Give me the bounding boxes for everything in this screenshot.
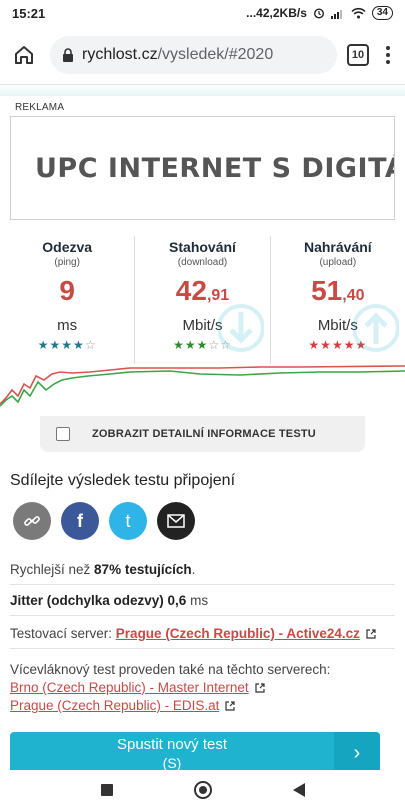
signal-icon bbox=[331, 8, 345, 19]
result-title: Stahování bbox=[135, 239, 269, 255]
speed-results: Odezva (ping) 9 ms ★★★★☆ Stahování (down… bbox=[0, 236, 405, 364]
upload-arrow-icon bbox=[353, 298, 399, 358]
star-filled-icon: ★ bbox=[320, 338, 332, 352]
url-text: rychlost.cz/vysledek/#2020 bbox=[82, 46, 273, 64]
download-arrow-icon bbox=[218, 298, 264, 358]
result-title: Odezva bbox=[0, 239, 134, 255]
server-link-prague[interactable]: Prague (Czech Republic) - EDIS.at bbox=[10, 698, 219, 713]
alarm-icon bbox=[313, 7, 325, 19]
result-subtitle: (download) bbox=[135, 257, 269, 268]
star-filled-icon: ★ bbox=[38, 338, 50, 352]
result-subtitle: (upload) bbox=[271, 257, 405, 268]
email-share-button[interactable] bbox=[157, 502, 195, 540]
page-top-strip bbox=[0, 84, 405, 96]
jitter-label: Jitter (odchylka odezvy) bbox=[10, 593, 164, 608]
facebook-share-button[interactable]: f bbox=[61, 502, 99, 540]
faster-than-text: Rychlejší než 87% testujících. bbox=[10, 562, 395, 577]
start-new-test-button[interactable]: Spustit nový test (S) › bbox=[10, 732, 380, 774]
start-button-label: Spustit nový test bbox=[117, 736, 227, 753]
ad-text: UPC INTERNET S DIGITÁLNÍ bbox=[35, 153, 395, 184]
external-link-icon bbox=[255, 683, 265, 693]
test-server-text: Testovací server: Prague (Czech Republic… bbox=[10, 626, 395, 641]
twitter-share-button[interactable]: t bbox=[109, 502, 147, 540]
facebook-icon: f bbox=[77, 511, 83, 532]
net-speed: ...42,2KB/s bbox=[246, 6, 307, 20]
home-button[interactable] bbox=[8, 39, 40, 71]
result-unit: ms bbox=[0, 317, 134, 334]
url-domain: rychlost.cz bbox=[82, 46, 158, 63]
status-time: 15:21 bbox=[12, 6, 45, 21]
external-link-icon bbox=[225, 701, 235, 711]
link-icon bbox=[23, 512, 41, 530]
share-link-button[interactable] bbox=[13, 502, 51, 540]
detail-checkbox[interactable] bbox=[56, 427, 70, 441]
result-upload: Nahrávání (upload) 51,40 Mbit/s ★★★★★ bbox=[270, 236, 405, 364]
star-filled-icon: ★ bbox=[332, 338, 344, 352]
star-filled-icon: ★ bbox=[308, 338, 320, 352]
url-bar[interactable]: rychlost.cz/vysledek/#2020 bbox=[50, 36, 337, 74]
divider bbox=[10, 615, 395, 616]
jitter-text: Jitter (odchylka odezvy) 0,6 ms bbox=[10, 593, 395, 608]
wifi-icon bbox=[351, 7, 366, 19]
back-button[interactable] bbox=[293, 783, 305, 797]
detail-info-toggle[interactable]: ZOBRAZIT DETAILNÍ INFORMACE TESTU bbox=[40, 416, 365, 452]
star-filled-icon: ★ bbox=[73, 338, 85, 352]
status-icons: ...42,2KB/s 34 bbox=[246, 6, 393, 20]
test-server-link[interactable]: Prague (Czech Republic) - Active24.cz bbox=[116, 626, 360, 641]
share-title: Sdílejte výsledek testu připojení bbox=[10, 472, 405, 490]
result-value: 9 bbox=[0, 276, 134, 311]
server-link-brno[interactable]: Brno (Czech Republic) - Master Internet bbox=[10, 680, 249, 695]
divider bbox=[10, 648, 395, 649]
browser-menu-button[interactable] bbox=[379, 46, 397, 64]
mail-icon bbox=[167, 514, 185, 528]
divider bbox=[10, 584, 395, 585]
result-title: Nahrávání bbox=[271, 239, 405, 255]
star-filled-icon: ★ bbox=[197, 338, 209, 352]
browser-toolbar: rychlost.cz/vysledek/#2020 10 bbox=[0, 26, 405, 84]
detail-toggle-label: ZOBRAZIT DETAILNÍ INFORMACE TESTU bbox=[92, 428, 316, 440]
multithread-text: Vícevláknový test proveden také na těcht… bbox=[10, 661, 395, 679]
faster-than-value: 87% testujících bbox=[94, 562, 192, 577]
share-buttons: f t bbox=[13, 502, 405, 540]
system-nav-bar bbox=[0, 770, 405, 810]
home-icon bbox=[13, 44, 35, 66]
external-link-icon bbox=[366, 629, 376, 639]
ad-label: REKLAMA bbox=[0, 96, 405, 113]
result-subtitle: (ping) bbox=[0, 257, 134, 268]
result-download: Stahování (download) 42,91 Mbit/s ★★★☆☆ bbox=[134, 236, 269, 364]
speed-graph bbox=[0, 360, 405, 408]
home-nav-button[interactable] bbox=[194, 781, 212, 799]
star-filled-icon: ★ bbox=[185, 338, 197, 352]
star-filled-icon: ★ bbox=[173, 338, 185, 352]
start-button-arrow[interactable]: › bbox=[334, 732, 380, 774]
start-button-main[interactable]: Spustit nový test (S) bbox=[10, 732, 334, 774]
download-line bbox=[0, 371, 405, 406]
star-empty-icon: ☆ bbox=[85, 338, 97, 352]
tab-switcher-button[interactable]: 10 bbox=[347, 44, 369, 66]
jitter-value: 0,6 bbox=[164, 593, 187, 608]
chevron-right-icon: › bbox=[354, 742, 361, 765]
speed-graph-svg bbox=[0, 360, 405, 408]
star-filled-icon: ★ bbox=[50, 338, 62, 352]
rating-stars: ★★★★☆ bbox=[0, 338, 134, 352]
twitter-icon: t bbox=[125, 511, 130, 532]
recent-apps-button[interactable] bbox=[101, 784, 113, 796]
status-bar: 15:21 ...42,2KB/s 34 bbox=[0, 0, 405, 26]
star-filled-icon: ★ bbox=[61, 338, 73, 352]
battery-indicator: 34 bbox=[372, 6, 393, 20]
ad-banner[interactable]: UPC INTERNET S DIGITÁLNÍ bbox=[10, 116, 395, 220]
lock-icon bbox=[62, 48, 74, 62]
result-ping: Odezva (ping) 9 ms ★★★★☆ bbox=[0, 236, 134, 364]
url-path: /vysledek/#2020 bbox=[158, 46, 274, 63]
multithread-servers: Vícevláknový test proveden také na těcht… bbox=[10, 661, 395, 715]
